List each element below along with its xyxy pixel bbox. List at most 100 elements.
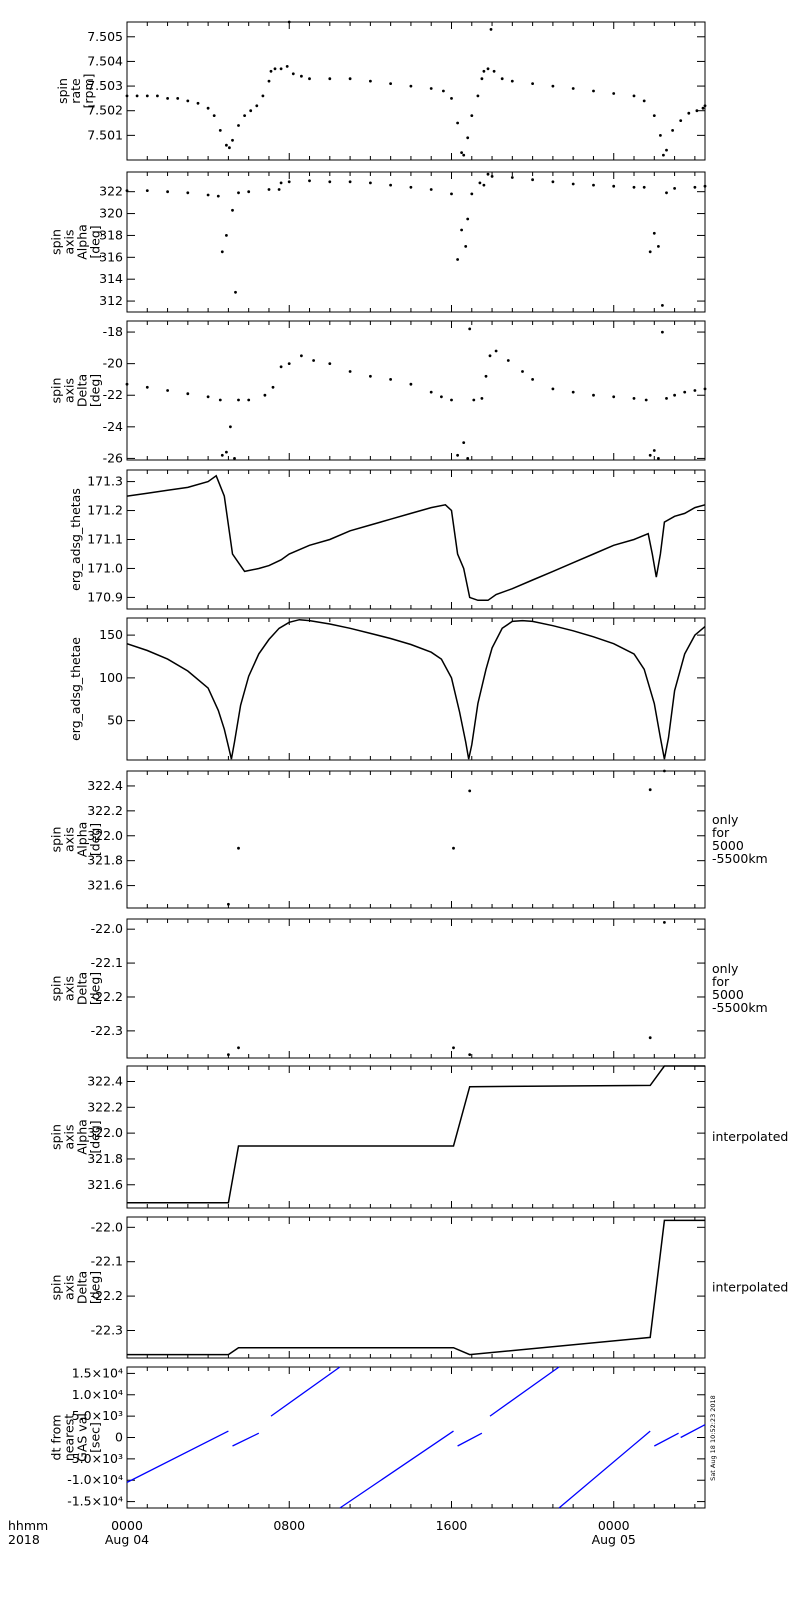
data-point [231,208,234,212]
y-axis-label-line: Delta [75,1271,90,1304]
data-point [665,148,668,152]
data-point [125,382,129,386]
data-point [642,185,646,189]
y-axis-label-line: Alpha [75,1119,90,1155]
data-point [287,362,291,365]
panel-9: -22.3 -22.2 -22.1 -22.0 spinaxisDelta[deg] in… [49,1216,788,1359]
data-point [695,109,699,113]
y-tick-label: 322.4 [87,778,123,793]
plot-frame [126,21,706,161]
data-point [243,114,247,117]
data-point [661,330,664,334]
data-point [480,397,484,400]
data-point [308,179,311,183]
data-point [263,393,267,397]
y-tick-label: -22 [103,387,123,402]
data-point [176,97,180,100]
data-point [468,1053,472,1056]
data-point [156,94,159,98]
y-tick-label: 171.0 [87,560,123,575]
data-point [571,87,575,90]
data-point [279,181,283,185]
side-note: -5500km [712,851,768,866]
y-tick-label: -20 [103,356,123,371]
data-point [659,134,662,137]
data-point [531,178,534,182]
plot-frame [126,469,706,610]
data-segment [232,1432,260,1447]
data-point [389,183,392,187]
y-tick-label: -1.0×10⁴ [67,1472,123,1487]
y-tick-label: 7.503 [87,78,123,93]
data-point [460,151,463,155]
data-point [456,258,459,261]
data-point [227,1053,230,1056]
panel-3: -26 -24 -22 -20 -18 spinaxisDelta[deg] [49,320,707,465]
data-point [484,374,488,378]
side-note: for [712,974,730,989]
data-point [206,193,210,197]
data-point [409,84,413,88]
data-point [287,180,291,184]
side-note: interpolated [712,1280,788,1295]
y-axis-label-line: spin [49,976,64,1002]
y-axis-label: spinaxisAlpha[deg] [49,224,103,260]
y-tick-label: 320 [99,206,123,221]
data-point [348,77,352,81]
y-axis-label-line: axis [62,378,77,403]
x-tick-date-label: Aug 04 [105,1532,149,1547]
data-point [632,185,636,189]
data-point [490,175,494,178]
data-point [663,921,666,924]
data-point [478,181,482,185]
y-axis-label: erg_adsg_thetas [68,488,83,591]
y-axis-label-line: spin [49,827,64,853]
data-segment [270,1366,341,1417]
data-point [551,180,555,184]
y-tick-label: 171.2 [87,503,123,518]
y-axis-label-line: [deg] [88,374,103,407]
y-axis-label: spinaxisDelta[deg] [49,1271,103,1304]
data-point [665,191,668,195]
panel-1: 7.501 7.502 7.503 7.504 7.505 spinrate[rpm] [55,20,707,161]
data-point [212,114,216,117]
x-tick-label: 0800 [273,1518,305,1533]
data-point [279,67,283,71]
y-axis-label-line: [deg] [88,972,103,1005]
data-point [249,109,253,113]
y-tick-label: -5.0×10³ [67,1451,123,1466]
side-note: 5000 [712,838,744,853]
data-point [476,94,480,98]
plot-frame [126,1366,706,1509]
data-point [369,374,372,378]
data-point [693,185,697,189]
x-tick-label: 1600 [436,1518,468,1533]
data-point [228,146,231,150]
data-point [510,176,514,179]
y-tick-label: -22.0 [91,1219,123,1234]
y-tick-label: 316 [99,249,123,264]
data-point [145,385,149,389]
y-axis-label: dt fromnearestGAS val[sec] [49,1413,103,1462]
data-point [531,378,534,381]
data-point [472,398,476,402]
data-point [648,453,652,457]
data-point [429,87,433,90]
data-point [369,181,372,185]
data-point [480,77,484,81]
y-tick-label: 322.4 [87,1073,123,1088]
y-axis-label-line: [rpm] [81,73,96,108]
plot-frame [126,918,706,1059]
data-point [225,450,228,454]
data-point [231,138,234,142]
data-point [247,190,251,194]
plot-frame [126,320,706,461]
y-axis-label-line: [deg] [88,823,103,856]
y-tick-label: 321.8 [87,1151,123,1166]
data-point [494,349,498,353]
data-point [237,1046,240,1050]
y-tick-label: -1.5×10⁴ [67,1494,123,1509]
y-axis-label-line: Alpha [75,224,90,260]
data-point [312,359,315,362]
y-tick-label: 321.6 [87,1177,123,1192]
